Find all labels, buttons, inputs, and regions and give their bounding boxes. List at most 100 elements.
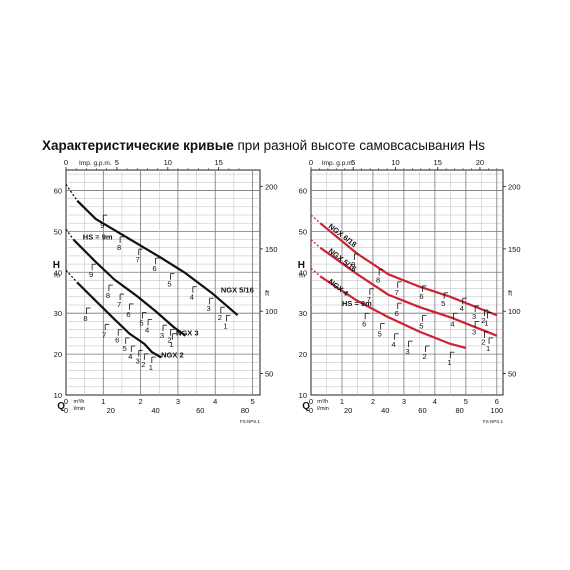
hs-marker-label: 8	[376, 276, 380, 285]
hs-marker-label: 9	[89, 270, 93, 279]
hs-marker-label: 3	[405, 347, 409, 356]
y-right-tick-label: 150	[508, 245, 521, 254]
x-top-tick-label: 0	[309, 158, 313, 167]
hs-marker-label: 1	[484, 319, 488, 328]
hs-marker-label: 1	[447, 358, 451, 367]
y-tick-label: 20	[299, 350, 307, 359]
hs-marker-label: 5	[167, 280, 171, 289]
x-l-tick-label: 60	[196, 406, 204, 415]
hs-marker-label: 4	[450, 319, 454, 328]
series-line-ngx-3	[72, 238, 187, 337]
hs-marker-label: 8	[83, 314, 87, 323]
x-top-axis-label: Imp. g.p.m.	[322, 160, 355, 167]
y-tick-label: 20	[54, 350, 62, 359]
y-axis-label: H	[53, 260, 60, 271]
x-q-tick-label: 2	[139, 397, 143, 406]
x-top-tick-label: 5	[351, 158, 355, 167]
x-q-axis-label: Q	[302, 401, 310, 412]
x-top-tick-label: 10	[391, 158, 399, 167]
hs-label: HS = 9m	[83, 233, 113, 242]
y-tick-label: 60	[299, 186, 307, 195]
y-tick-label: 50	[54, 227, 62, 236]
x-l-tick-label: 60	[418, 406, 426, 415]
hs-marker-label: 4	[128, 352, 132, 361]
figure-code: FS.NPS.1	[240, 419, 261, 424]
y-tick-label: 30	[54, 309, 62, 318]
y-tick-label: 10	[54, 391, 62, 400]
x-l-unit: l/min	[73, 406, 85, 412]
series-line-ngx-5-16	[76, 199, 239, 317]
series-label: NGX 5/16	[221, 286, 254, 295]
x-l-tick-label: 80	[241, 406, 249, 415]
y-axis-label: H	[298, 260, 305, 271]
title-bold: Характеристические кривые	[42, 138, 234, 153]
hs-marker-label: 5	[123, 344, 127, 353]
x-q-tick-label: 5	[464, 397, 468, 406]
y-axis-unit: m	[54, 272, 60, 279]
y-right-unit: ft	[508, 289, 513, 298]
y-right-tick-label: 100	[508, 307, 521, 316]
hs-marker-label: 9	[100, 221, 104, 230]
y-tick-label: 10	[299, 391, 307, 400]
y-tick-label: 40	[54, 268, 62, 277]
hs-marker-label: 3	[472, 328, 476, 337]
x-l-unit: l/min	[317, 406, 329, 412]
series-dash-ngx-5-16	[65, 183, 78, 202]
hs-marker-label: 7	[102, 330, 106, 339]
hs-marker-label: 6	[115, 336, 119, 345]
hs-marker-label: 3	[136, 357, 140, 366]
x-q-tick-label: 0	[64, 397, 68, 406]
hs-marker-label: 6	[126, 310, 130, 319]
x-q-unit: m³/h	[73, 399, 84, 405]
x-l-tick-label: 100	[491, 406, 504, 415]
hs-marker-label: 1	[486, 344, 490, 353]
y-right-unit: ft	[265, 289, 270, 298]
series-line-ngx-2	[76, 281, 162, 359]
hs-marker-label: 7	[136, 255, 140, 264]
hs-marker-label: 2	[141, 360, 145, 369]
hs-marker-label: 2	[481, 338, 485, 347]
x-top-tick-label: 5	[115, 158, 119, 167]
hs-marker-label: 4	[145, 325, 149, 334]
hs-marker-label: 6	[362, 319, 366, 328]
series-label: NGX 6/18	[327, 222, 358, 249]
hs-marker-label: 3	[207, 304, 211, 313]
plot-frame	[310, 169, 504, 396]
hs-marker-label: 6	[419, 292, 423, 301]
y-right-tick-label: 50	[508, 370, 516, 379]
hs-marker-label: 7	[367, 295, 371, 304]
y-right-tick-label: 200	[265, 183, 278, 192]
series-line-ngx-4	[319, 275, 467, 350]
series-label: NGX 3	[176, 329, 199, 338]
hs-marker-label: 1	[223, 321, 227, 330]
x-l-tick-label: 40	[151, 406, 159, 415]
hs-marker-label: 5	[441, 299, 445, 308]
hs-marker-label: 8	[106, 291, 110, 300]
x-q-tick-label: 1	[340, 397, 344, 406]
x-q-tick-label: 3	[176, 397, 180, 406]
x-q-tick-label: 5	[250, 397, 254, 406]
hs-marker-label: 6	[395, 309, 399, 318]
hs-marker-label: 4	[460, 304, 464, 313]
figure-code: FS.NPS.1	[483, 419, 504, 424]
hs-marker-label: 7	[117, 300, 121, 309]
x-l-tick-label: 0	[309, 406, 313, 415]
x-q-tick-label: 4	[213, 397, 217, 406]
chart-title: Характеристические кривые при разной выс…	[42, 138, 485, 153]
x-q-tick-label: 2	[371, 397, 375, 406]
hs-marker-label: 2	[167, 336, 171, 345]
y-axis-unit: m	[299, 272, 305, 279]
x-top-tick-label: 0	[64, 158, 68, 167]
series-dash-ngx-6-18	[310, 214, 321, 224]
hs-marker-label: 1	[169, 340, 173, 349]
y-right-tick-label: 100	[265, 307, 278, 316]
hs-marker-label: 5	[419, 321, 423, 330]
x-q-tick-label: 1	[101, 397, 105, 406]
hs-marker-label: 6	[152, 264, 156, 273]
x-top-tick-label: 15	[434, 158, 442, 167]
x-q-axis-label: Q	[57, 401, 65, 412]
hs-marker-label: 2	[481, 316, 485, 325]
hs-marker-label: 4	[392, 340, 396, 349]
hs-marker-label: 2	[218, 313, 222, 322]
